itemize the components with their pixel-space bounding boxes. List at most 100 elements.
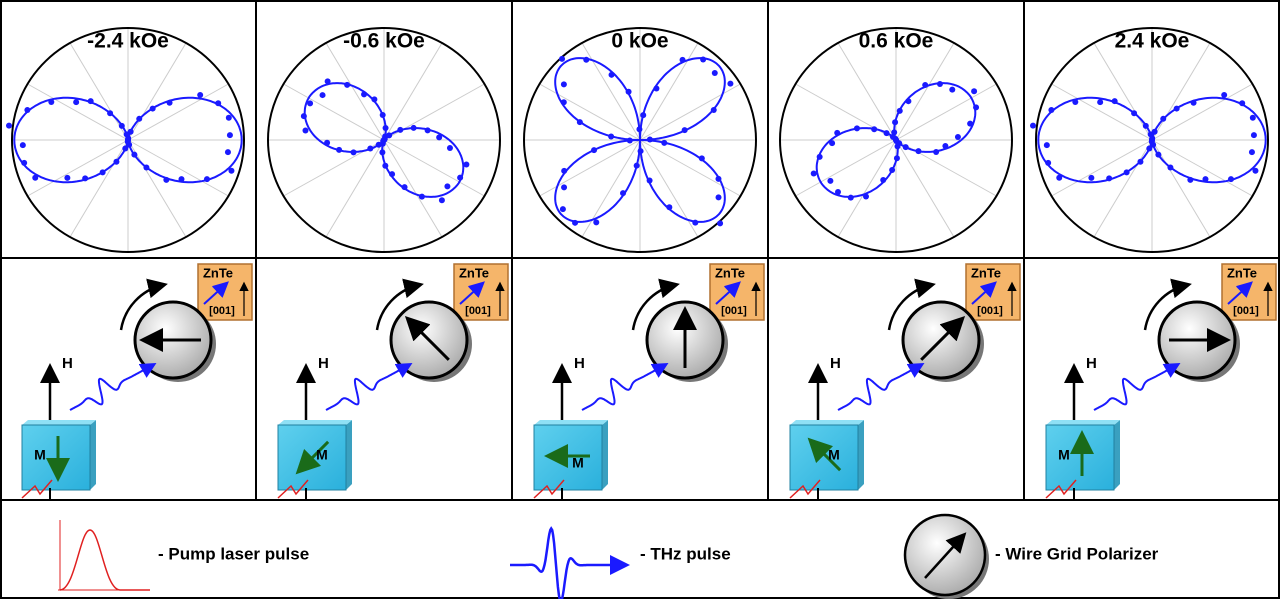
polar-point: [620, 190, 627, 197]
polar-point: [1088, 174, 1095, 181]
polar-point: [382, 162, 389, 169]
polar-point: [1147, 131, 1154, 138]
cube-side: [602, 420, 608, 490]
polar-point: [593, 219, 600, 226]
polar-point: [1155, 151, 1162, 158]
thz-pulse-icon: [510, 526, 630, 599]
polar-point: [653, 85, 660, 92]
polar-spoke: [127, 139, 187, 238]
polar-point: [215, 100, 222, 107]
polar-point: [816, 153, 823, 160]
polar-point: [902, 144, 909, 151]
polar-spoke: [325, 42, 385, 141]
polar-spoke: [639, 139, 699, 238]
polar-point: [379, 149, 386, 156]
polar-point: [361, 91, 368, 98]
polar-point: [679, 56, 686, 63]
polar-point: [883, 130, 890, 137]
cube-top: [1046, 420, 1120, 425]
polar-spoke: [1051, 139, 1153, 197]
polar-fit: [13, 96, 243, 184]
polar-point: [1111, 98, 1118, 105]
crystal-label: ZnTe: [1227, 265, 1257, 280]
polar-point: [1048, 107, 1055, 114]
polar-point: [136, 115, 143, 122]
panel-title: 0 kOe: [611, 30, 668, 53]
polar-point: [698, 155, 705, 162]
crystal-label: ZnTe: [715, 265, 745, 280]
polar-point: [149, 105, 156, 112]
polar-point: [1249, 114, 1256, 121]
polar-point: [936, 80, 943, 87]
polar-point: [967, 120, 974, 127]
cube-side: [90, 420, 96, 490]
polar-point: [834, 188, 841, 195]
polar-point: [1030, 122, 1037, 129]
polar-point: [561, 184, 568, 191]
pump-axes: [58, 520, 150, 591]
crystal-label: ZnTe: [459, 265, 489, 280]
polar-point: [633, 162, 640, 169]
polar-spoke: [127, 139, 229, 197]
polar-spoke: [837, 42, 897, 141]
polar-spoke: [895, 139, 955, 238]
polar-spoke: [539, 83, 641, 141]
magnetization-label: M: [572, 455, 584, 471]
polar-point: [971, 88, 978, 95]
polar-point: [893, 155, 900, 162]
polar-point: [847, 194, 854, 201]
polar-point: [344, 81, 351, 88]
pump-pulse: [21, 479, 53, 499]
polar-point: [1072, 99, 1079, 106]
polar-point: [1167, 164, 1174, 171]
polar-spoke: [837, 139, 897, 238]
polar-point: [401, 184, 408, 191]
crystal-label: ZnTe: [971, 265, 1001, 280]
polar-point: [591, 147, 598, 154]
polar-point: [224, 149, 231, 156]
polar-point: [905, 98, 912, 105]
polar-fit: [1037, 96, 1267, 184]
polar-point: [1123, 169, 1130, 176]
field-label: H: [1086, 355, 1097, 372]
polar-point: [834, 129, 841, 136]
polar-point: [444, 183, 451, 190]
legend-text: - Wire Grid Polarizer: [995, 544, 1159, 563]
polar-point: [666, 204, 673, 211]
legend-text: - Pump laser pulse: [158, 544, 309, 563]
polar-point: [853, 125, 860, 132]
polar-point: [1221, 91, 1228, 98]
polar-point: [143, 164, 150, 171]
polar-point: [949, 86, 956, 93]
polar-point: [163, 176, 170, 183]
polar-point: [559, 55, 566, 62]
cube-top: [534, 420, 608, 425]
magnetization-label: M: [828, 447, 840, 463]
polar-spoke: [1093, 42, 1153, 141]
polar-point: [226, 132, 233, 139]
polar-point: [6, 122, 13, 129]
polar-point: [82, 175, 89, 182]
thz-axis-arrow: [971, 281, 997, 305]
polarizer-arrow: [404, 315, 450, 361]
axis-label: [001]: [1233, 305, 1259, 317]
polar-frame: [779, 27, 1013, 253]
polar-point: [1248, 149, 1255, 156]
polar-point: [24, 107, 31, 114]
polar-point: [118, 122, 125, 129]
cube-side: [346, 420, 352, 490]
polar-point: [228, 167, 235, 174]
polar-point: [457, 174, 464, 181]
polar-point: [692, 219, 699, 226]
thz-axis-arrow: [203, 281, 229, 305]
pump-pulse: [533, 479, 565, 499]
polar-point: [1097, 99, 1104, 106]
polar-point: [166, 99, 173, 106]
pump-pulse-icon: [59, 529, 150, 591]
polar-point: [933, 148, 940, 155]
polar-point: [410, 124, 417, 131]
rotation-arrow: [119, 278, 168, 331]
axis-label: [001]: [977, 305, 1003, 317]
polar-point: [225, 114, 232, 121]
polar-point: [681, 127, 688, 134]
